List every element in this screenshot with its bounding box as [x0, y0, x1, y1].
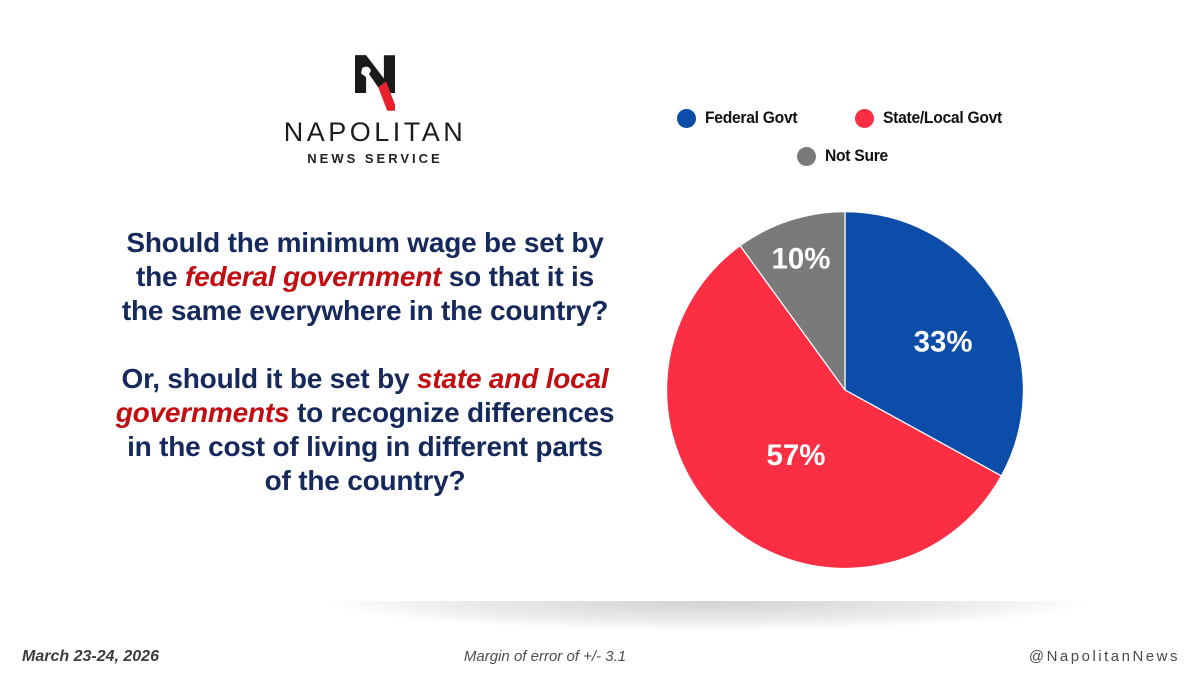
pie-slice-state-local	[665, 245, 1002, 570]
legend-item-not-sure: Not Sure	[796, 146, 893, 166]
legend-label-not-sure: Not Sure	[824, 146, 888, 165]
pie-slice-federal	[844, 210, 1025, 477]
legend-label-state-local: State/Local Govt	[883, 108, 1003, 127]
legend-dot-red-icon	[855, 108, 875, 128]
brand-name: NAPOLITAN	[283, 117, 467, 147]
social-handle: @NapolitanNews	[1028, 648, 1180, 665]
margin-of-error: Margin of error of +/- 3.1	[463, 648, 627, 665]
legend-row-2: Not Sure	[796, 146, 893, 166]
napolitan-eagle-n-icon	[355, 55, 395, 111]
question-2-text-after: to recognize differences in the cost of …	[127, 397, 615, 496]
card-shadow	[232, 601, 1184, 639]
brand-logo: NAPOLITAN NEWS SERVICE	[250, 55, 500, 166]
question-1-text: Should the minimum wage be set by the	[126, 227, 604, 292]
question-2-text: Or, should it be set by	[121, 363, 417, 394]
pie-slice-not-sure	[739, 210, 846, 391]
pie-value-not-sure: 10%	[771, 243, 830, 276]
legend-label-federal: Federal Govt	[705, 108, 798, 127]
brand-tagline: NEWS SERVICE	[307, 151, 443, 166]
legend-dot-blue-icon	[677, 108, 697, 128]
legend-item-federal: Federal Govt	[677, 108, 805, 128]
pie-chart: 33% 57% 10%	[663, 208, 1027, 572]
pie-value-federal: 33%	[914, 326, 973, 359]
pie-value-state-local: 57%	[766, 439, 825, 472]
question-1-text-after: so that it is the same everywhere in the…	[121, 261, 609, 326]
footer: March 23-24, 2026 Margin of error of +/-…	[0, 641, 1200, 675]
question-paragraph-2: Or, should it be set by state and local …	[112, 362, 618, 498]
poll-date: March 23-24, 2026	[22, 648, 159, 665]
question-paragraph-1: Should the minimum wage be set by the fe…	[112, 226, 618, 328]
legend-item-state-local: State/Local Govt	[855, 108, 1012, 128]
question-1-emphasis: federal government	[184, 261, 442, 292]
poll-question: Should the minimum wage be set by the fe…	[112, 226, 618, 532]
chart-legend: Federal Govt State/Local Govt Not Sure	[645, 108, 1045, 166]
question-2-emphasis: state and local governments	[115, 363, 609, 428]
legend-row-1: Federal Govt State/Local Govt	[677, 108, 1013, 128]
legend-dot-gray-icon	[796, 146, 816, 166]
